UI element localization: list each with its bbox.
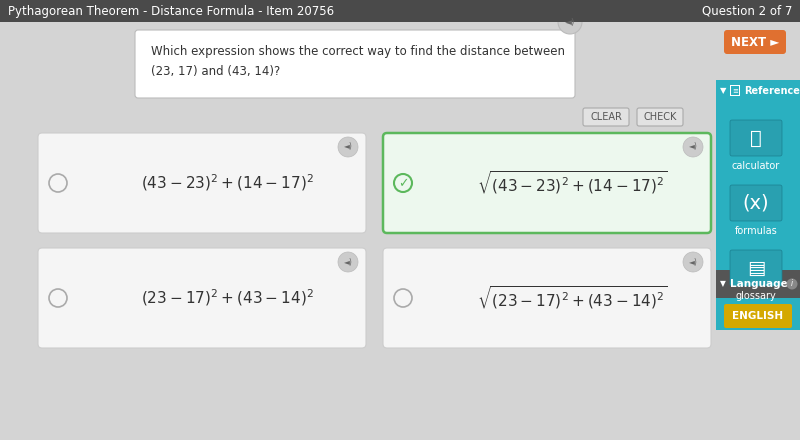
Text: Which expression shows the correct way to find the distance between: Which expression shows the correct way t… xyxy=(151,45,565,59)
Text: ◄): ◄) xyxy=(689,257,698,267)
Text: ◄): ◄) xyxy=(343,143,353,151)
FancyBboxPatch shape xyxy=(730,120,782,156)
Bar xyxy=(716,270,800,298)
FancyBboxPatch shape xyxy=(383,248,711,348)
Bar xyxy=(731,86,739,95)
Circle shape xyxy=(683,137,703,157)
Text: ◄): ◄) xyxy=(343,257,353,267)
Text: Language: Language xyxy=(730,279,788,289)
FancyBboxPatch shape xyxy=(730,250,782,286)
Text: ▼: ▼ xyxy=(720,279,726,289)
Circle shape xyxy=(338,252,358,272)
Circle shape xyxy=(786,279,798,290)
Bar xyxy=(730,85,740,96)
Text: ▼: ▼ xyxy=(720,87,726,95)
Circle shape xyxy=(338,137,358,157)
Text: $\sqrt{(23-17)^2+(43-14)^2}$: $\sqrt{(23-17)^2+(43-14)^2}$ xyxy=(477,285,667,312)
Text: ◄): ◄) xyxy=(565,18,575,26)
Bar xyxy=(716,80,800,330)
Text: (23, 17) and (43, 14)?: (23, 17) and (43, 14)? xyxy=(151,66,280,78)
Bar xyxy=(0,0,800,22)
Text: CHECK: CHECK xyxy=(643,112,677,122)
FancyBboxPatch shape xyxy=(724,30,786,54)
Circle shape xyxy=(558,10,582,34)
Text: glossary: glossary xyxy=(736,291,776,301)
Text: formulas: formulas xyxy=(734,226,778,236)
Text: $(43-23)^2+(14-17)^2$: $(43-23)^2+(14-17)^2$ xyxy=(141,172,314,193)
Text: Question 2 of 7: Question 2 of 7 xyxy=(702,4,792,18)
Text: $(23-17)^2+(43-14)^2$: $(23-17)^2+(43-14)^2$ xyxy=(141,288,314,308)
Text: calculator: calculator xyxy=(732,161,780,171)
Text: Reference: Reference xyxy=(744,86,800,96)
Text: ◄): ◄) xyxy=(689,143,698,151)
Text: (x): (x) xyxy=(742,194,770,213)
FancyBboxPatch shape xyxy=(724,304,792,328)
Text: ⌗: ⌗ xyxy=(750,128,762,147)
FancyBboxPatch shape xyxy=(583,108,629,126)
Text: Pythagorean Theorem - Distance Formula - Item 20756: Pythagorean Theorem - Distance Formula -… xyxy=(8,4,334,18)
Text: CLEAR: CLEAR xyxy=(590,112,622,122)
Text: NEXT ►: NEXT ► xyxy=(731,36,779,48)
FancyBboxPatch shape xyxy=(135,30,575,98)
FancyBboxPatch shape xyxy=(38,133,366,233)
Text: ✓: ✓ xyxy=(398,177,408,191)
Text: i: i xyxy=(791,279,793,289)
FancyBboxPatch shape xyxy=(383,133,711,233)
Circle shape xyxy=(683,252,703,272)
Text: ENGLISH: ENGLISH xyxy=(733,311,783,321)
FancyBboxPatch shape xyxy=(730,185,782,221)
Text: ▤: ▤ xyxy=(747,258,765,278)
FancyBboxPatch shape xyxy=(637,108,683,126)
Text: $\sqrt{(43-23)^2+(14-17)^2}$: $\sqrt{(43-23)^2+(14-17)^2}$ xyxy=(477,169,667,197)
FancyBboxPatch shape xyxy=(38,248,366,348)
Text: ≡: ≡ xyxy=(732,88,738,94)
